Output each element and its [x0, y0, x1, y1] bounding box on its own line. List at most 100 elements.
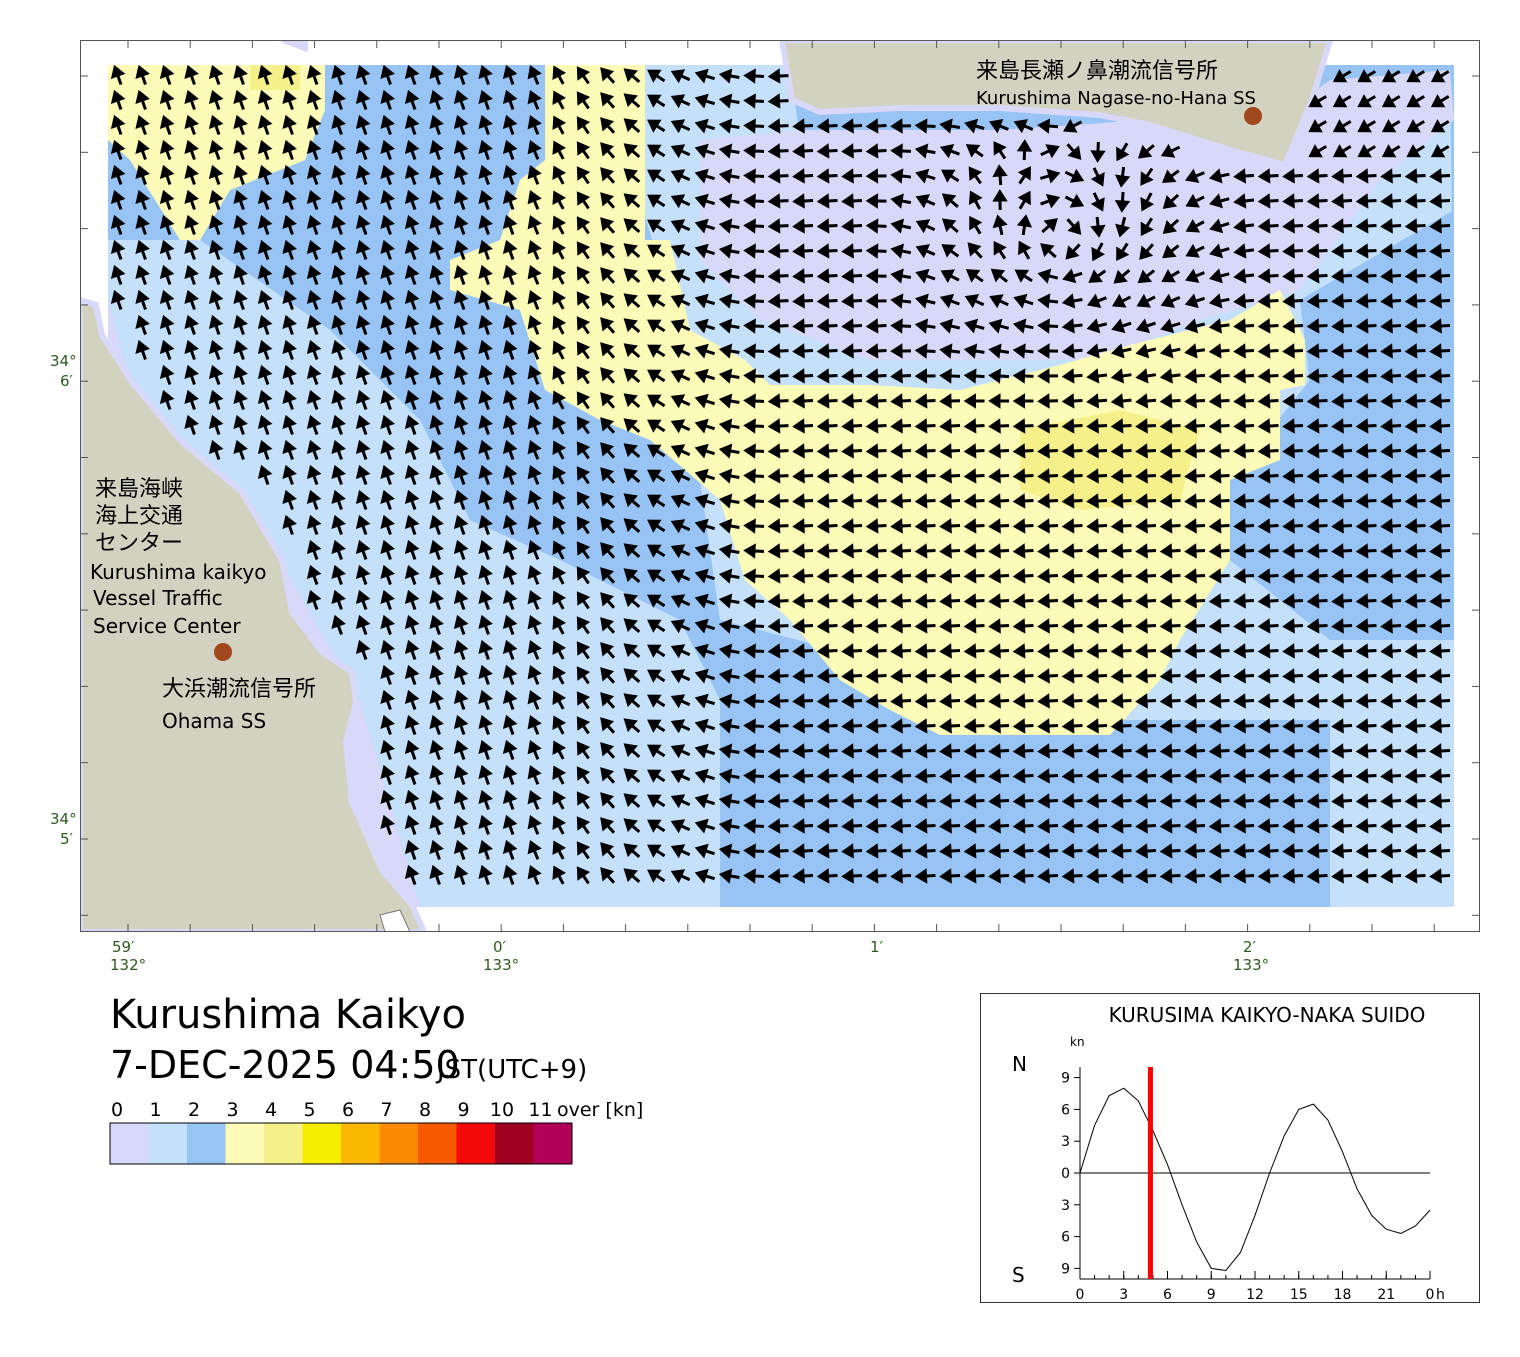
current-arrow — [1404, 793, 1426, 809]
current-arrow — [964, 118, 985, 134]
current-arrow — [380, 764, 395, 785]
current-arrow — [502, 689, 518, 710]
current-arrow — [502, 514, 518, 535]
current-arrow — [1135, 818, 1157, 834]
current-arrow — [1429, 693, 1451, 709]
current-arrow — [1331, 243, 1353, 259]
current-arrow — [1086, 843, 1108, 859]
current-arrow — [355, 514, 371, 535]
current-arrow — [331, 339, 346, 360]
current-arrow — [380, 189, 395, 210]
current-arrow — [233, 264, 248, 285]
current-arrow — [404, 464, 420, 485]
current-arrow — [841, 418, 863, 434]
legend-label: 1 — [149, 1099, 161, 1121]
current-arrow — [233, 339, 248, 360]
current-arrow — [404, 364, 420, 385]
current-arrow — [1208, 568, 1230, 584]
y-tick-label: 6 — [1061, 1230, 1070, 1246]
current-arrow — [1039, 168, 1061, 184]
current-arrow — [890, 318, 912, 334]
current-arrow — [841, 668, 863, 684]
current-arrow — [1208, 493, 1230, 509]
current-arrow — [233, 189, 248, 210]
current-arrow — [1208, 543, 1230, 559]
current-arrow — [282, 389, 297, 410]
current-arrow — [963, 618, 985, 634]
current-arrow — [1208, 418, 1230, 434]
current-arrow — [404, 839, 420, 860]
current-arrow — [527, 665, 542, 685]
current-arrow — [841, 843, 863, 859]
current-arrow — [576, 91, 591, 110]
current-arrow — [1404, 168, 1426, 184]
current-arrow — [1208, 693, 1230, 709]
current-arrow — [1185, 168, 1205, 183]
current-arrow — [816, 343, 838, 359]
current-arrow — [670, 119, 691, 134]
current-arrow — [404, 564, 420, 585]
current-arrow — [576, 441, 591, 460]
current-arrow — [1185, 243, 1205, 258]
current-arrow — [1331, 743, 1353, 759]
current-arrow — [1159, 793, 1181, 809]
current-arrow — [1380, 843, 1402, 859]
current-arrow — [208, 139, 224, 160]
current-arrow — [404, 64, 420, 85]
current-arrow — [1357, 119, 1376, 133]
current-arrow — [792, 418, 814, 434]
current-arrow — [939, 743, 961, 759]
current-arrow — [404, 864, 420, 885]
current-arrow — [1306, 193, 1328, 209]
current-arrow — [1159, 343, 1181, 359]
current-arrow — [1355, 643, 1377, 659]
current-arrow — [1064, 168, 1085, 183]
current-arrow — [939, 568, 961, 584]
current-arrow — [1355, 218, 1377, 234]
current-arrow — [623, 493, 641, 509]
current-arrow — [1110, 868, 1132, 884]
current-arrow — [623, 468, 641, 484]
current-arrow — [110, 214, 126, 235]
current-arrow — [576, 216, 591, 235]
current-arrow — [502, 314, 518, 335]
current-arrow — [767, 493, 789, 509]
current-arrow — [841, 768, 863, 784]
current-arrow — [623, 68, 641, 84]
current-arrow — [380, 389, 395, 410]
current-arrow — [718, 143, 740, 159]
current-arrow — [478, 714, 493, 735]
current-arrow — [1355, 293, 1377, 309]
current-arrow — [1429, 643, 1451, 659]
current-arrow — [1282, 368, 1304, 384]
current-arrow — [670, 444, 691, 459]
datetime: 7-DEC-2025 04:50 — [110, 1043, 460, 1087]
current-arrow — [939, 793, 961, 809]
current-arrow — [576, 516, 591, 535]
current-arrow — [694, 518, 716, 534]
current-arrow — [600, 642, 616, 659]
current-arrow — [331, 189, 346, 210]
current-arrow — [792, 743, 814, 759]
current-arrow — [1257, 493, 1279, 509]
current-arrow — [1429, 343, 1451, 359]
current-arrow — [670, 819, 691, 834]
current-arrow — [1306, 443, 1328, 459]
legend-swatch — [456, 1123, 495, 1164]
current-arrow — [841, 268, 863, 284]
current-arrow — [404, 589, 420, 610]
current-arrow — [1184, 618, 1206, 634]
current-arrow — [841, 468, 863, 484]
current-arrow — [502, 589, 518, 610]
current-arrow — [380, 239, 395, 260]
current-arrow — [865, 493, 887, 509]
legend-label: 11 — [528, 1099, 552, 1121]
current-arrow — [502, 489, 518, 510]
current-arrow — [1135, 443, 1157, 459]
current-arrow — [527, 790, 542, 810]
current-arrow — [694, 643, 716, 659]
current-arrow — [743, 618, 765, 634]
current-arrow — [1061, 293, 1083, 309]
current-arrow — [767, 518, 789, 534]
lon-label: 59′ — [112, 938, 135, 956]
